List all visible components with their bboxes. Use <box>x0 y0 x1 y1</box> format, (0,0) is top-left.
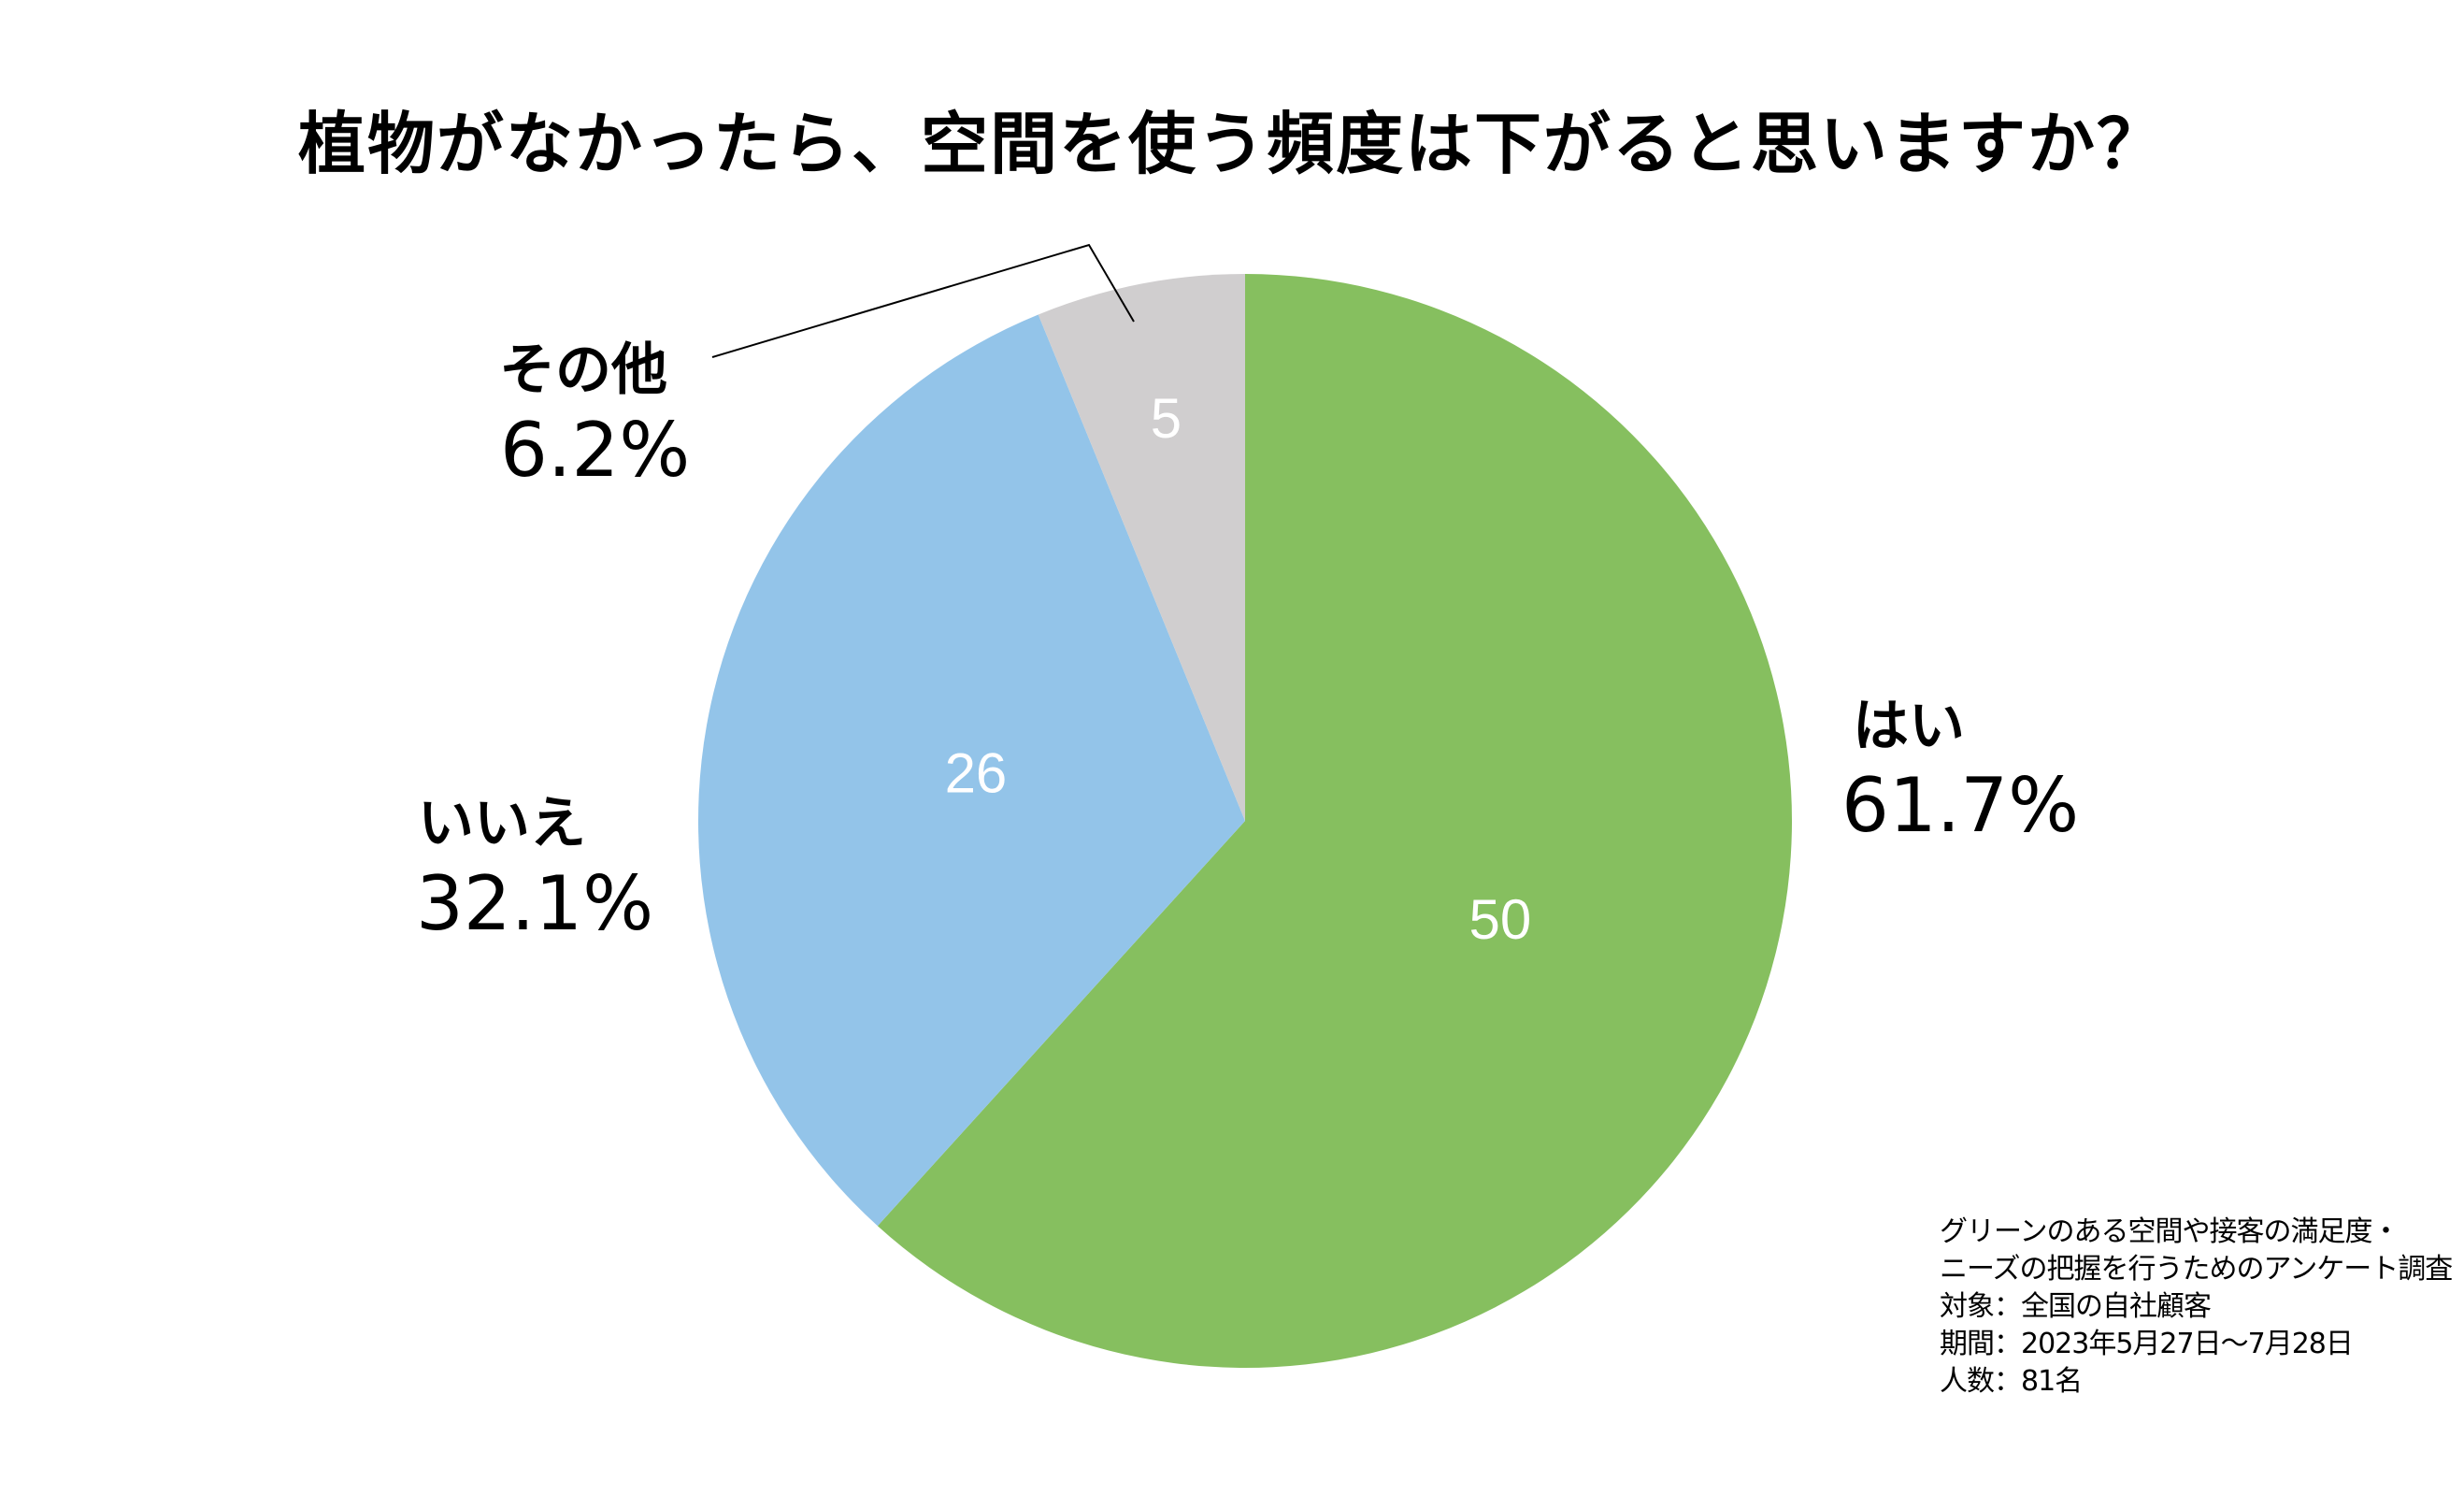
survey-note: グリーンのある空間や接客の満足度・ ニーズの把握を行うためのアンケート調査 対象… <box>1940 1214 2453 1401</box>
label-yes-percent: 61.7% <box>1841 762 2080 849</box>
slice-value-label: 50 <box>1468 888 1531 951</box>
label-other-name: その他 <box>499 338 667 403</box>
slice-value-label: 5 <box>1151 387 1182 450</box>
pie-slice <box>1038 274 1245 821</box>
label-no-percent: 32.1% <box>416 860 654 947</box>
survey-note-line: ニーズの把握を行うためのアンケート調査 <box>1940 1253 2453 1286</box>
other-leader-line <box>711 243 1135 358</box>
survey-note-line: グリーンのある空間や接客の満足度・ <box>1940 1215 2400 1248</box>
label-no-name: いいえ <box>418 791 586 856</box>
pie-slice <box>697 314 1245 1227</box>
chart-title: 植物がなかったら、空間を使う頻度は下がると思いますか？ <box>297 105 2166 183</box>
pie-slice <box>877 274 1793 1368</box>
label-other-percent: 6.2% <box>500 407 691 494</box>
slice-value-label: 26 <box>945 742 1008 805</box>
survey-note-line: 対象：全国の自社顧客 <box>1940 1290 2212 1323</box>
survey-note-line: 人数：81名 <box>1940 1365 2083 1398</box>
survey-note-line: 期間：2023年5月27日〜7月28日 <box>1940 1328 2354 1360</box>
label-yes-name: はい <box>1853 694 1965 759</box>
